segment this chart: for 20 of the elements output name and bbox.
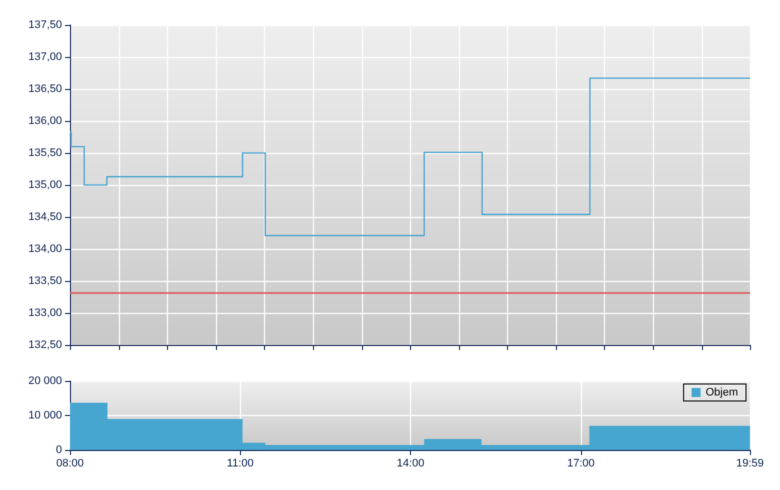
y-tick-label: 133,00 (28, 307, 62, 319)
legend-label: Objem (706, 386, 738, 398)
y-tick-label: 10 000 (28, 410, 62, 422)
x-tick-label: 08:00 (56, 458, 84, 470)
x-tick-label: 17:00 (567, 458, 595, 470)
y-tick-label: 135,50 (28, 147, 62, 159)
y-tick-label: 135,00 (28, 179, 62, 191)
y-tick-label: 134,50 (28, 211, 62, 223)
x-tick-label: 14:00 (396, 458, 424, 470)
y-tick-label: 137,00 (28, 51, 62, 63)
y-tick-label: 137,50 (28, 19, 62, 31)
y-tick-label: 133,50 (28, 275, 62, 287)
y-tick-label: 0 (56, 444, 62, 456)
y-tick-label: 20 000 (28, 375, 62, 387)
y-tick-label: 136,50 (28, 83, 62, 95)
x-tick-label: 11:00 (226, 458, 254, 470)
y-tick-label: 132,50 (28, 339, 62, 351)
x-tick-label: 19:59 (736, 458, 764, 470)
y-tick-label: 134,00 (28, 243, 62, 255)
y-tick-label: 136,00 (28, 115, 62, 127)
